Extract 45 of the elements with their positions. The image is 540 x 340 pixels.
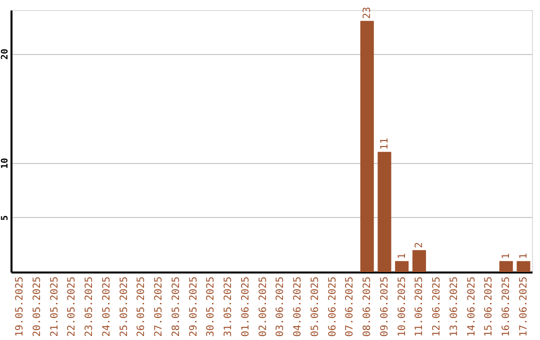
x-tick-label: 12.06.2025 (432, 276, 443, 337)
x-tick-label: 23.05.2025 (84, 276, 96, 337)
data-label: 1 (501, 253, 512, 260)
data-label: 1 (396, 253, 408, 260)
bar (395, 261, 409, 272)
x-tick-label: 20.05.2025 (32, 276, 43, 337)
y-tick-label: 5 (0, 215, 10, 221)
x-tick-label: 28.05.2025 (170, 276, 182, 337)
x-tick-label: 14.06.2025 (466, 276, 478, 337)
x-tick-label: 24.05.2025 (101, 276, 112, 337)
bar (360, 20, 374, 272)
x-tick-label: 25.05.2025 (118, 276, 130, 337)
x-tick-label: 16.06.2025 (501, 276, 512, 337)
data-label: 2 (414, 242, 426, 248)
data-label: 11 (379, 138, 390, 150)
x-tick-label: 17.06.2025 (518, 276, 530, 337)
x-tick-label: 09.06.2025 (379, 276, 390, 337)
bar (499, 261, 513, 272)
x-tick-label: 07.06.2025 (344, 276, 356, 337)
bar (378, 152, 392, 272)
x-tick-label: 31.05.2025 (223, 276, 234, 337)
x-tick-label: 21.05.2025 (49, 276, 60, 337)
data-label: 1 (518, 253, 530, 260)
x-tick-label: 15.06.2025 (484, 276, 495, 337)
x-tick-label: 27.05.2025 (154, 276, 165, 337)
x-tick-label: 03.06.2025 (275, 276, 286, 337)
x-tick-label: 22.05.2025 (66, 276, 78, 337)
x-tick-label: 08.06.2025 (362, 276, 374, 337)
x-tick-label: 26.05.2025 (136, 276, 148, 337)
bar (516, 261, 530, 272)
bar (412, 250, 426, 272)
y-tick-label: 20 (0, 48, 10, 60)
x-tick-label: 05.06.2025 (310, 276, 321, 337)
x-tick-label: 06.06.2025 (327, 276, 338, 337)
x-tick-label: 02.06.2025 (258, 276, 269, 337)
x-tick-label: 10.06.2025 (396, 276, 408, 337)
x-tick-label: 13.06.2025 (448, 276, 460, 337)
x-tick-label: 19.05.2025 (14, 276, 26, 337)
y-tick-label: 10 (0, 158, 10, 169)
x-tick-label: 11.06.2025 (414, 276, 426, 337)
x-tick-label: 29.05.2025 (188, 276, 200, 337)
x-tick-label: 30.05.2025 (206, 276, 217, 337)
data-label: 23 (362, 6, 374, 19)
x-tick-label: 04.06.2025 (292, 276, 304, 337)
x-tick-label: 01.06.2025 (240, 276, 252, 337)
